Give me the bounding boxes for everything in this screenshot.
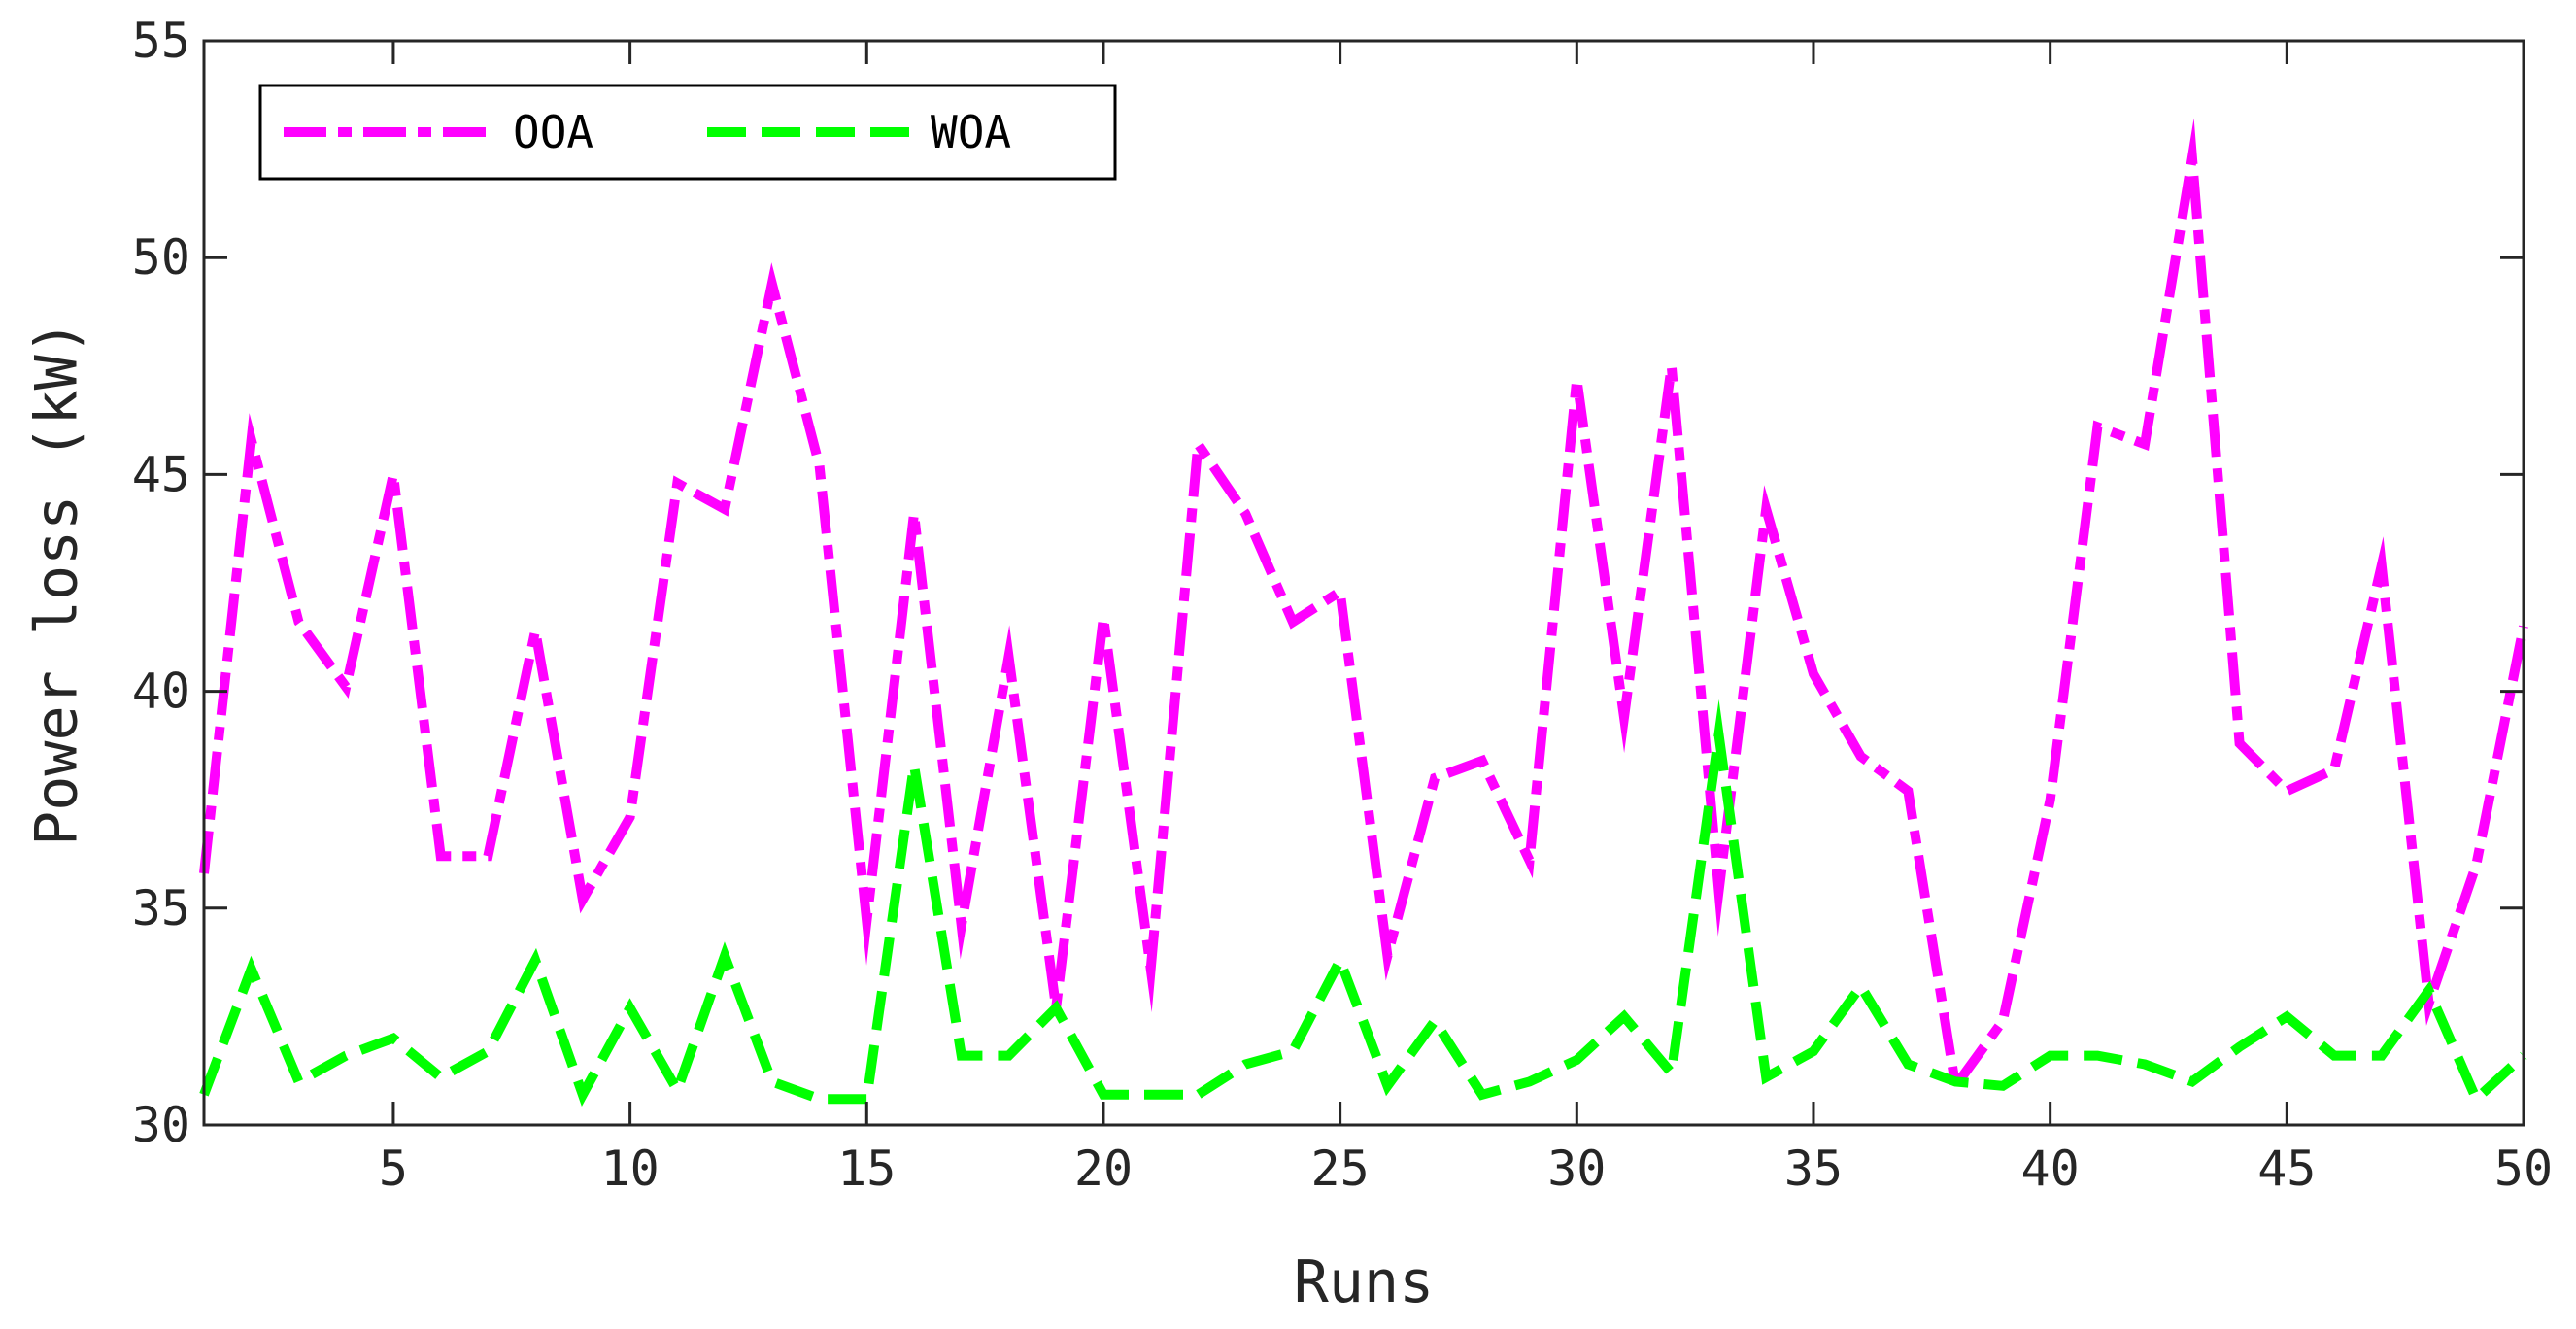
x-tick-label: 15 [837,1141,896,1197]
plot-area-frame [202,39,2525,1127]
series-layer [199,118,2528,1108]
y-tick-label: 50 [132,229,190,286]
x-tick-label: 10 [601,1141,660,1197]
y-tick-label: 35 [132,880,190,937]
legend-label-woa: WOA [931,106,1011,158]
y-axis-tick-labels: 30 35 40 45 50 55 [132,13,190,1153]
x-tick-label: 40 [2021,1141,2080,1197]
x-tick-label: 45 [2257,1141,2316,1197]
y-tick-label: 55 [132,13,190,69]
legend: OOA WOA [258,84,1117,181]
series-line-woa [199,699,2527,1108]
x-axis-label: Runs [1294,1248,1435,1316]
series-line-ooa [199,118,2528,1099]
x-tick-label: 30 [1547,1141,1606,1197]
x-tick-label: 50 [2494,1141,2553,1197]
y-tick-label: 30 [132,1097,190,1153]
x-tick-label: 5 [379,1141,408,1197]
legend-label-ooa: OOA [513,106,593,158]
y-tick-label: 45 [132,446,190,502]
x-tick-label: 20 [1074,1141,1133,1197]
y-axis-label: Power loss (kW) [23,320,91,846]
axis-ticks [204,39,2525,1127]
x-tick-label: 35 [1784,1141,1843,1197]
x-tick-label: 25 [1311,1141,1370,1197]
x-axis-tick-labels: 5 10 15 20 25 30 35 40 45 50 [379,1141,2553,1197]
y-tick-label: 40 [132,664,190,720]
